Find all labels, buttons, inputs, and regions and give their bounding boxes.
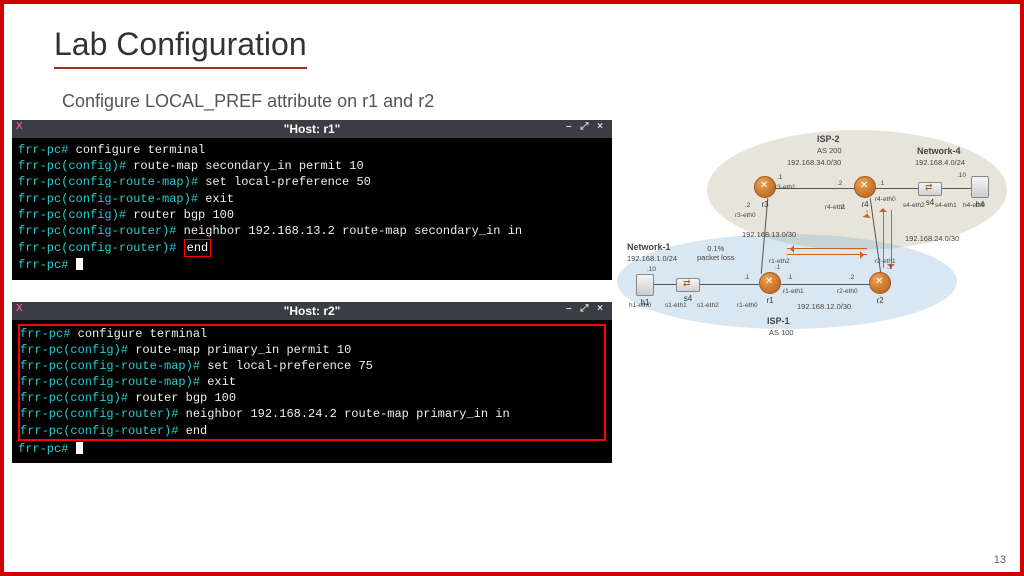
window-controls[interactable]: – ⤢ × <box>566 303 606 314</box>
node-r4: r4 <box>852 176 878 196</box>
terminal-titlebar: X "Host: r1" – ⤢ × <box>12 120 612 138</box>
x-icon: X <box>16 303 23 314</box>
node-label: r1 <box>757 296 783 305</box>
link-r1r2: 192.168.12.0/30 <box>797 302 851 311</box>
router-icon <box>754 176 776 198</box>
window-controls[interactable]: – ⤢ × <box>566 121 606 132</box>
interface-label: r4-eth0 <box>875 196 896 203</box>
switch-icon <box>918 182 942 196</box>
isp2-title: ISP-2 <box>817 134 840 144</box>
interface-label: r1-eth0 <box>737 302 758 309</box>
link-r1r3: 192.168.13.0/30 <box>742 230 796 239</box>
page-number: 13 <box>994 554 1006 566</box>
link-r2r4: 192.168.24.0/30 <box>905 234 959 243</box>
interface-label: .1 <box>777 174 782 181</box>
switch-icon <box>676 278 700 292</box>
node-label: r2 <box>867 296 893 305</box>
terminal-window: X "Host: r1" – ⤢ × frr-pc# configure termin… <box>12 120 612 280</box>
interface-label: s4-eth2 <box>903 202 925 209</box>
terminal-title: "Host: r2" <box>284 304 341 318</box>
arrow-icon <box>787 254 867 255</box>
net1-title: Network-1 <box>627 242 671 252</box>
node-s4b: s4 <box>917 178 943 198</box>
isp1-as: AS 100 <box>769 328 794 337</box>
interface-label: .2 <box>849 274 854 281</box>
x-icon: X <box>16 121 23 132</box>
interface-label: .2 <box>837 180 842 187</box>
interface-label: r2-eth0 <box>837 288 858 295</box>
interface-label: s1-eth1 <box>665 302 687 309</box>
interface-label: r3-eth0 <box>735 212 756 219</box>
interface-label: s1-eth2 <box>697 302 719 309</box>
interface-label: h4-eth0 <box>963 202 985 209</box>
terminal-window: X "Host: r2" – ⤢ × frr-pc# configure termin… <box>12 302 612 464</box>
link-line <box>781 284 869 285</box>
router-icon <box>759 272 781 294</box>
interface-label: r3-eth1 <box>775 184 796 191</box>
interface-label: r1-eth1 <box>783 288 804 295</box>
network-diagram: ISP-2 AS 200 Network-4 192.168.4.0/24 19… <box>617 124 1002 354</box>
interface-label: .10 <box>957 172 966 179</box>
arrow-icon <box>867 210 868 212</box>
node-s4a: s4 <box>675 274 701 294</box>
node-r1: r1 <box>757 272 783 292</box>
terminals-region: X "Host: r1" – ⤢ × frr-pc# configure termin… <box>12 120 612 463</box>
subtitle: Configure LOCAL_PREF attribute on r1 and… <box>62 91 1020 112</box>
net1-cidr: 192.168.1.0/24 <box>627 254 677 263</box>
net4-title: Network-4 <box>917 146 961 156</box>
packet-loss-label: 0.1% packet loss <box>697 244 735 262</box>
slide-title: Lab Configuration <box>54 26 307 69</box>
isp2-as: AS 200 <box>817 146 842 155</box>
arrow-icon <box>787 248 867 249</box>
host-icon <box>971 176 989 198</box>
router-icon <box>869 272 891 294</box>
node-h4: h4 <box>967 176 993 196</box>
interface-label: .1 <box>744 274 749 281</box>
interface-label: .2 <box>745 202 750 209</box>
isp1-title: ISP-1 <box>767 316 790 326</box>
terminal-body[interactable]: frr-pc# configure terminal frr-pc(config… <box>12 320 612 464</box>
interface-label: .1 <box>775 264 780 271</box>
terminal-body[interactable]: frr-pc# configure terminal frr-pc(config… <box>12 138 612 280</box>
interface-label: s4-eth1 <box>935 202 957 209</box>
node-label: r3 <box>752 200 778 209</box>
interface-label: r2-eth1 <box>875 258 896 265</box>
link-line <box>651 284 759 285</box>
interface-label: .1 <box>879 180 884 187</box>
node-r2: r2 <box>867 272 893 292</box>
net4-cidr: 192.168.4.0/24 <box>915 158 965 167</box>
host-icon <box>636 274 654 296</box>
interface-label: .1 <box>787 274 792 281</box>
router-icon <box>854 176 876 198</box>
interface-label: .10 <box>647 266 656 273</box>
terminal-title: "Host: r1" <box>284 122 341 136</box>
link-r3r4: 192.168.34.0/30 <box>787 158 841 167</box>
interface-label: .2 <box>839 204 844 211</box>
terminal-titlebar: X "Host: r2" – ⤢ × <box>12 302 612 320</box>
interface-label: .1 <box>887 264 892 271</box>
node-h1: h1 <box>632 274 658 294</box>
interface-label: h1-eth0 <box>629 302 651 309</box>
